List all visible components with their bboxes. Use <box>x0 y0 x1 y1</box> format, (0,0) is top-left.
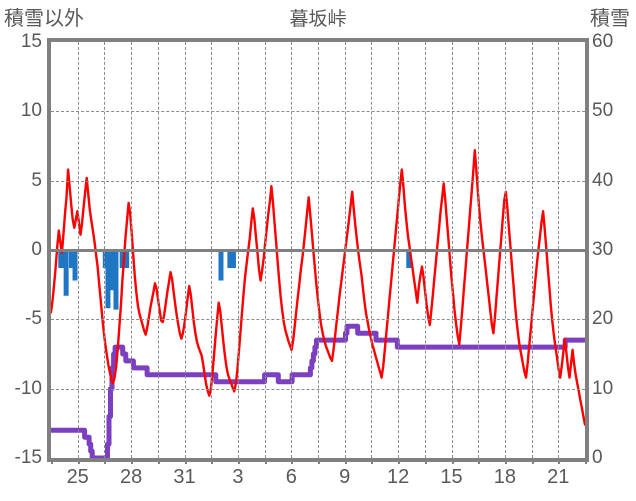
right-axis-tick-labels: 60 50 40 30 20 10 0 <box>592 31 636 468</box>
precipitation-bar <box>63 250 69 296</box>
x-axis-tickmark <box>424 458 427 464</box>
left-axis-unit-label: 積雪以外 <box>4 8 84 30</box>
x-axis-tick-labels: 25 28 31 3 6 9 12 15 18 21 <box>47 466 589 500</box>
right-axis-tick: 40 <box>592 169 614 191</box>
x-axis-tickmark <box>318 458 320 464</box>
x-axis-tickmark <box>531 458 534 464</box>
x-axis-tickmark <box>291 458 294 464</box>
x-axis-tickmark <box>451 458 454 464</box>
x-axis-tickmark <box>184 458 187 464</box>
x-axis-tick-label: 31 <box>173 466 196 488</box>
x-axis-tick-label: 28 <box>119 466 143 488</box>
plot-inner <box>51 42 585 458</box>
x-gridline-minor <box>211 42 213 458</box>
precipitation-bar <box>124 250 130 269</box>
x-axis-tickmark <box>77 458 80 464</box>
x-axis-tick-label: 25 <box>66 466 89 488</box>
x-gridline <box>291 42 293 458</box>
x-gridline-minor <box>531 42 533 458</box>
x-axis-tick-label: 9 <box>339 466 351 488</box>
precipitation-bar <box>72 250 78 281</box>
x-gridline-minor <box>318 42 319 458</box>
right-axis-tick: 50 <box>592 100 614 122</box>
x-axis-tickmark <box>398 458 401 464</box>
x-axis-tickmark <box>157 458 160 464</box>
x-axis-tickmark <box>104 458 107 464</box>
precipitation-bar <box>58 250 64 269</box>
x-axis-tick-label: 21 <box>547 466 570 488</box>
x-gridline-minor <box>478 42 480 458</box>
x-axis-tickmark <box>585 458 587 464</box>
precipitation-bar <box>227 250 233 269</box>
precipitation-bar <box>230 250 236 269</box>
precipitation-bar <box>113 250 119 310</box>
x-axis-tickmark <box>344 458 347 464</box>
x-axis-tickmark <box>51 458 53 464</box>
left-axis-tick: 0 <box>31 239 42 260</box>
x-gridline-minor <box>157 42 159 458</box>
left-axis-tick: 5 <box>31 169 42 191</box>
right-axis-tick: 30 <box>592 239 614 260</box>
left-axis-tick: 10 <box>20 100 42 122</box>
x-axis-tickmark <box>264 458 267 464</box>
x-axis-tick-label: 12 <box>386 466 410 488</box>
precipitation-bar <box>218 250 224 281</box>
x-axis-tick-label: 3 <box>232 466 244 488</box>
x-axis-tickmark <box>371 458 374 464</box>
precipitation-bar <box>68 250 74 269</box>
x-axis-tickmark <box>504 458 507 464</box>
x-gridline-minor <box>104 42 106 458</box>
x-gridline <box>131 42 133 458</box>
x-gridline-minor <box>264 42 266 458</box>
x-axis-tick-label: 18 <box>493 466 517 488</box>
x-axis-tickmark <box>131 458 134 464</box>
right-axis-tick: 20 <box>592 308 614 330</box>
x-axis-tickmark <box>558 458 561 464</box>
x-axis-tickmarks <box>47 458 589 466</box>
precipitation-bar <box>119 250 125 269</box>
x-gridline <box>77 42 79 458</box>
precipitation-bar <box>60 250 66 269</box>
left-axis-tick: -5 <box>25 308 42 330</box>
x-gridline-minor <box>371 42 373 458</box>
x-gridline <box>398 42 400 458</box>
right-axis-unit-label: 積雪 <box>590 8 630 30</box>
right-axis-tick: 10 <box>592 377 614 399</box>
precipitation-bar <box>109 250 115 291</box>
right-axis-tick: 0 <box>592 447 603 468</box>
x-gridline <box>237 42 239 458</box>
left-axis-tick: 15 <box>20 31 42 52</box>
plot-area <box>47 38 589 462</box>
x-gridline <box>558 42 560 458</box>
left-axis-tick-labels: 15 10 5 0 -5 -10 -15 <box>0 31 42 468</box>
precipitation-bar <box>406 250 412 269</box>
x-gridline <box>504 42 506 458</box>
x-axis-tick-label: 6 <box>285 466 297 488</box>
right-axis-tick: 60 <box>592 31 614 52</box>
page-title: 暮坂峠 <box>289 9 347 30</box>
precipitation-bar <box>105 250 111 309</box>
x-axis-tickmark <box>478 458 481 464</box>
x-gridline <box>184 42 186 458</box>
x-axis-tick-label: 15 <box>440 466 463 488</box>
x-axis-tickmark <box>211 458 214 464</box>
x-gridline <box>344 42 346 458</box>
snow-depth-line <box>51 323 585 458</box>
left-axis-tick: -15 <box>14 447 42 468</box>
left-axis-tick: -10 <box>14 377 42 399</box>
x-gridline-minor <box>424 42 426 458</box>
x-gridline <box>451 42 453 458</box>
x-axis-tickmark <box>237 458 240 464</box>
